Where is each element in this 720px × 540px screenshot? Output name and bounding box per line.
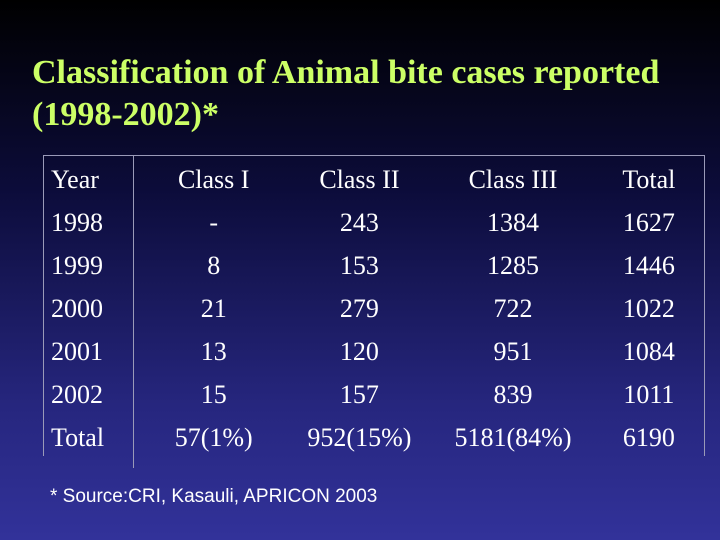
cell-class-1: 21 <box>200 294 227 323</box>
cell-year: Total <box>51 423 105 452</box>
animal-bite-table: Year Class I Class II Class III Total 19… <box>43 158 703 459</box>
cell-total: 1022 <box>622 294 675 323</box>
year-column-divider <box>133 155 134 468</box>
table-row: 2002 15 157 839 1011 <box>43 373 703 416</box>
cell-total: 6190 <box>622 423 675 452</box>
header-class-3: Class III <box>468 165 558 194</box>
table-frame <box>43 155 705 456</box>
table-row: 1999 8 153 1285 1446 <box>43 244 703 287</box>
cell-total: 1011 <box>623 380 675 409</box>
cell-year: 2000 <box>51 294 103 323</box>
cell-year: 1998 <box>51 208 103 237</box>
table-row: 2000 21 279 722 1022 <box>43 287 703 330</box>
cell-class-2: 157 <box>339 380 379 409</box>
cell-class-3: 1384 <box>487 208 539 237</box>
header-class-1: Class I <box>177 165 250 194</box>
cell-year: 2002 <box>51 380 103 409</box>
cell-class-2: 243 <box>339 208 379 237</box>
table-header-row: Year Class I Class II Class III Total <box>43 158 703 201</box>
source-footnote: * Source:CRI, Kasauli, APRICON 2003 <box>50 486 378 507</box>
cell-year: 1999 <box>51 251 103 280</box>
slide-title: Classification of Animal bite cases repo… <box>32 54 660 133</box>
cell-class-1: 13 <box>200 337 227 366</box>
cell-class-2: 952(15%) <box>307 423 412 452</box>
cell-class-3: 722 <box>493 294 533 323</box>
cell-class-1: 15 <box>200 380 227 409</box>
cell-class-1: - <box>209 208 219 237</box>
header-class-2: Class II <box>319 165 400 194</box>
cell-total: 1627 <box>622 208 675 237</box>
cell-class-1: 57(1%) <box>174 423 253 452</box>
header-year: Year <box>51 165 99 194</box>
cell-class-3: 839 <box>493 380 533 409</box>
table-row: 1998 - 243 1384 1627 <box>43 201 703 244</box>
cell-total: 1084 <box>622 337 675 366</box>
table-row: 2001 13 120 951 1084 <box>43 330 703 373</box>
header-total: Total <box>622 165 676 194</box>
cell-class-3: 951 <box>493 337 533 366</box>
cell-class-2: 120 <box>339 337 379 366</box>
cell-total: 1446 <box>622 251 675 280</box>
cell-class-1: 8 <box>207 251 221 280</box>
cell-class-2: 153 <box>339 251 379 280</box>
cell-class-2: 279 <box>339 294 379 323</box>
cell-year: 2001 <box>51 337 103 366</box>
table-total-row: Total 57(1%) 952(15%) 5181(84%) 6190 <box>43 416 703 459</box>
cell-class-3: 1285 <box>487 251 539 280</box>
cell-class-3: 5181(84%) <box>454 423 572 452</box>
